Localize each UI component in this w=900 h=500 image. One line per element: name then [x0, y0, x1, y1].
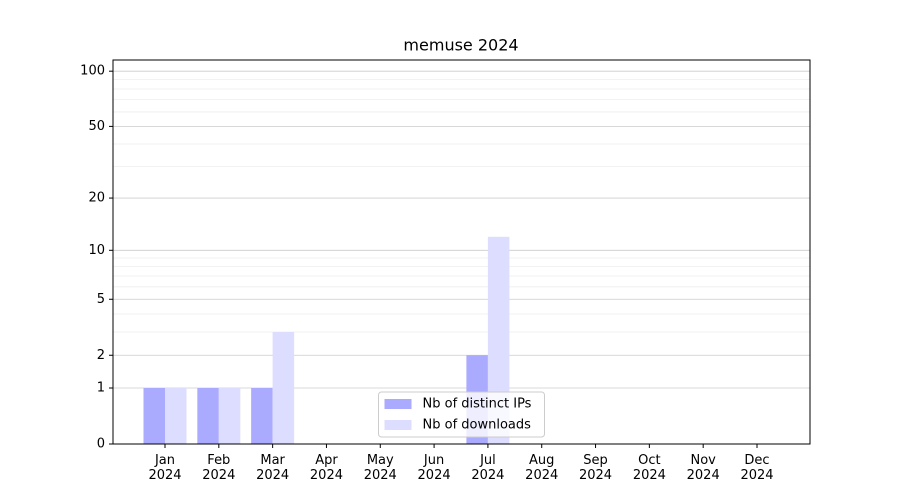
y-tick-label: 50 — [88, 119, 105, 134]
y-tick-label: 1 — [97, 381, 105, 396]
x-tick-label: Feb 2024 — [202, 453, 236, 483]
x-tick-label: Jun 2024 — [417, 453, 451, 483]
plot-frame — [112, 59, 811, 445]
legend: Nb of distinct IPs Nb of downloads — [378, 391, 545, 438]
legend-label: Nb of downloads — [423, 418, 532, 433]
bar — [251, 388, 273, 444]
x-tick-label: Dec 2024 — [740, 453, 774, 483]
y-tick-label: 10 — [88, 243, 105, 258]
bar — [218, 388, 241, 444]
x-tick-label: Mar 2024 — [256, 453, 290, 483]
x-tick-label: May 2024 — [363, 453, 397, 483]
legend-swatch — [384, 399, 412, 409]
legend-label: Nb of distinct IPs — [423, 397, 532, 412]
y-tick-label: 20 — [88, 191, 105, 206]
bar — [197, 388, 219, 444]
y-tick-label: 5 — [97, 292, 105, 307]
y-tick-label: 100 — [80, 64, 105, 79]
legend-swatch — [384, 420, 412, 430]
x-tick-label: Sep 2024 — [578, 453, 613, 483]
x-tick-label: Jul 2024 — [471, 453, 505, 483]
bar — [143, 388, 165, 444]
y-tick-label: 0 — [97, 437, 105, 452]
legend-box — [378, 391, 545, 438]
x-tick-label: Aug 2024 — [525, 453, 559, 483]
bar — [272, 332, 295, 444]
x-tick-label: Apr 2024 — [309, 453, 343, 483]
y-tick-label: 2 — [97, 348, 105, 363]
x-tick-label: Nov 2024 — [686, 453, 720, 483]
x-tick-label: Oct 2024 — [632, 453, 666, 483]
chart-title: memuse 2024 — [403, 36, 518, 55]
x-tick-label: Jan 2024 — [148, 453, 182, 483]
bar — [165, 388, 187, 444]
